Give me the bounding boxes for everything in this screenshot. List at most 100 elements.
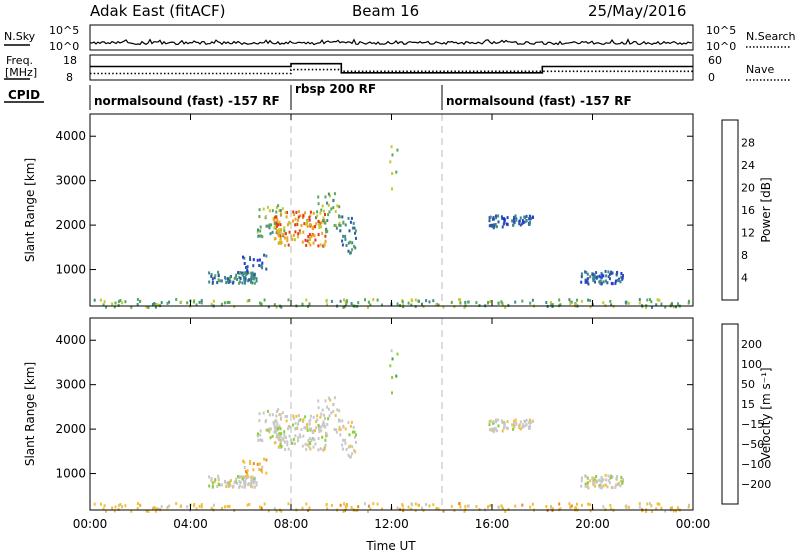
velocity-cell (308, 437, 311, 441)
power-cell (322, 244, 325, 248)
power-cell (352, 221, 355, 225)
velocity-cell (614, 485, 617, 489)
velocity-cell (243, 480, 246, 484)
velocity-cell (327, 407, 330, 411)
velocity-cell (390, 349, 393, 353)
power-cell (514, 300, 517, 304)
power-cell (306, 239, 309, 243)
power-cell (279, 209, 282, 213)
power-cell (391, 187, 393, 191)
power-cell (309, 223, 311, 227)
power-cell (302, 230, 305, 234)
power-cell (250, 275, 253, 279)
velocity-cell (401, 504, 404, 508)
power-cell (589, 275, 592, 279)
velocity-cell (265, 419, 267, 423)
power-cell (570, 300, 573, 304)
velocity-cell (279, 413, 282, 417)
power-cell (99, 298, 102, 302)
power-cell (342, 221, 345, 225)
velocity-ytick-label: 2000 (55, 422, 86, 436)
velocity-cell (501, 429, 504, 433)
power-cell (604, 279, 607, 283)
power-cell (339, 224, 342, 228)
colorbar-tick-label: 4 (741, 272, 748, 285)
velocity-cell (391, 391, 393, 395)
velocity-cell (238, 475, 241, 479)
velocity-cell (645, 510, 647, 513)
power-cell (655, 303, 658, 307)
velocity-cell (211, 481, 214, 485)
velocity-cell (410, 507, 413, 511)
velocity-cell (550, 505, 552, 509)
power-cell (494, 223, 497, 226)
velocity-cell (605, 478, 608, 482)
power-cell (489, 300, 492, 304)
power-cell (284, 232, 287, 236)
nsky-tick-high: 10^5 (49, 24, 79, 37)
power-cell (614, 281, 617, 285)
power-cell (345, 300, 348, 304)
cpid-segment-2: rbsp 200 RF (295, 82, 376, 96)
velocity-cell (620, 479, 623, 483)
velocity-cell (600, 480, 603, 484)
velocity-cell (338, 419, 341, 423)
power-cell (103, 300, 106, 304)
velocity-cell (275, 414, 278, 418)
velocity-cell (367, 504, 370, 508)
power-cell (519, 223, 522, 227)
power-cell (401, 300, 404, 304)
power-cell (656, 298, 659, 302)
power-cell (350, 302, 353, 305)
power-cell (306, 221, 309, 225)
velocity-cell (252, 468, 255, 472)
power-cell (117, 303, 120, 307)
velocity-cell (274, 419, 277, 423)
power-cell (317, 233, 320, 237)
power-cell (299, 231, 302, 235)
velocity-cell (279, 443, 282, 446)
power-cell (297, 232, 300, 236)
power-cell (511, 219, 514, 223)
power-cell (226, 279, 229, 283)
velocity-cell (502, 507, 505, 511)
power-cell (276, 218, 279, 222)
power-cell (124, 300, 127, 304)
power-cell (615, 272, 618, 276)
velocity-cell (339, 503, 342, 507)
power-cell (328, 210, 331, 214)
power-cell (318, 226, 321, 229)
power-cell (273, 221, 276, 225)
velocity-cell (497, 424, 500, 428)
velocity-cell (336, 408, 339, 412)
power-cell (607, 275, 610, 279)
velocity-cell (624, 504, 627, 508)
power-cell (319, 243, 322, 247)
power-cell (687, 301, 690, 305)
velocity-cell (317, 437, 320, 441)
velocity-cell (280, 416, 283, 420)
velocity-cell (513, 419, 515, 423)
power-cell (428, 300, 431, 304)
power-cell (610, 303, 613, 307)
power-cell (259, 225, 262, 229)
power-cell (303, 222, 306, 226)
velocity-cell (216, 485, 219, 489)
velocity-cell (244, 475, 247, 479)
power-cell (229, 276, 231, 280)
velocity-cell (255, 481, 258, 485)
power-cell (275, 223, 278, 227)
power-cell (270, 223, 273, 227)
power-cell (263, 298, 266, 302)
velocity-cell (273, 507, 276, 511)
power-cell (501, 225, 504, 229)
power-cell (595, 271, 598, 275)
velocity-cell (153, 506, 156, 509)
colorbar-tick-label: 15 (741, 398, 755, 411)
power-cell (314, 238, 317, 242)
velocity-cell (591, 477, 594, 480)
power-cell (506, 216, 509, 220)
power-cell (291, 237, 294, 241)
velocity-cell (317, 423, 320, 427)
power-cell (519, 216, 522, 220)
